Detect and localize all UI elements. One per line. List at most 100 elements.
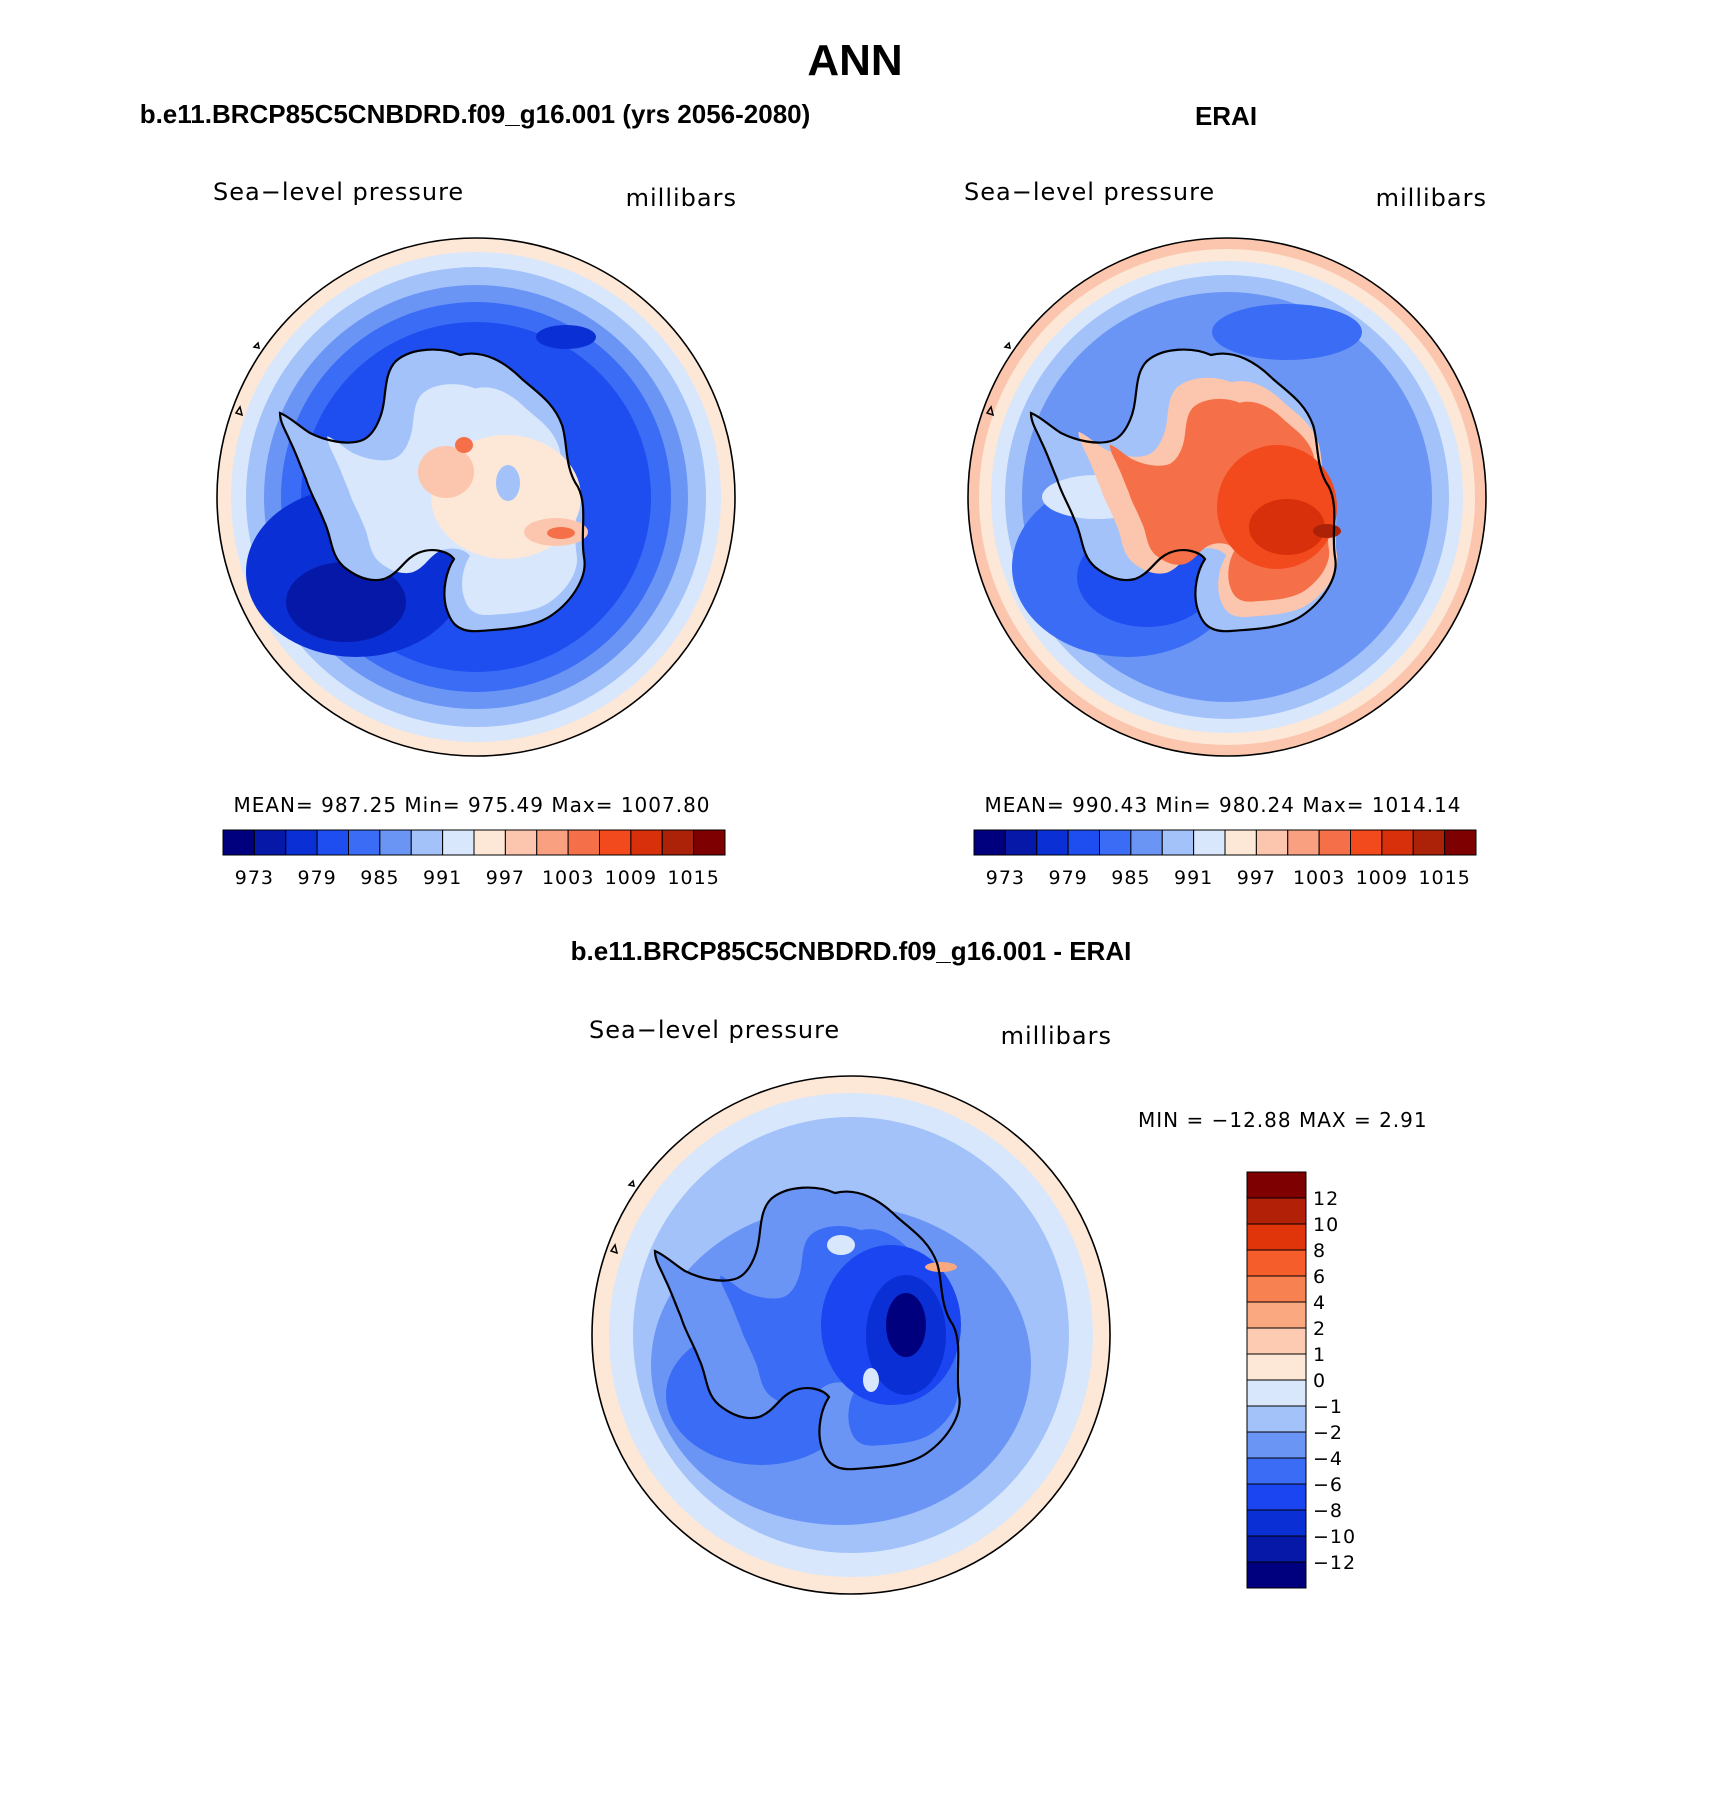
obs-contour-region-2: [1212, 304, 1362, 360]
diff-colorbar-box-4: [1246, 1275, 1307, 1303]
diff-colorbar-box-8: [1246, 1379, 1307, 1407]
obs-stats: MEAN= 990.43 Min= 980.24 Max= 1014.14: [984, 793, 1461, 817]
diff-colorbar-box-1: [1246, 1197, 1307, 1225]
obs-colorbar-box-10: [1287, 829, 1320, 856]
obs-colorbar-tick-label: 973: [986, 867, 1025, 889]
model-colorbar-tick-label: 1003: [542, 867, 594, 889]
model-units-label: millibars: [626, 184, 737, 212]
diff-units-label: millibars: [1001, 1022, 1112, 1050]
obs-island-outline-2: [1003, 341, 1011, 349]
obs-map-border: [967, 237, 1487, 757]
obs-colorbar-box-6: [1161, 829, 1195, 856]
obs-colorbar-box-2: [1036, 829, 1069, 856]
model-colorbar-tick-label: 991: [423, 867, 462, 889]
obs-units-label: millibars: [1376, 184, 1487, 212]
diff-variable-label: Sea−level pressure: [589, 1016, 840, 1044]
diff-island-outline-2: [627, 1179, 635, 1187]
obs-colorbar-box-12: [1350, 829, 1383, 856]
model-colorbar-box-2: [285, 829, 318, 856]
diff-colorbar-box-15: [1246, 1561, 1307, 1589]
model-variable-label: Sea−level pressure: [213, 178, 464, 206]
model-colorbar-tick-label: 973: [235, 867, 274, 889]
obs-colorbar-box-5: [1130, 829, 1163, 856]
model-colorbar-box-8: [473, 829, 506, 856]
model-panel-title: b.e11.BRCP85C5CNBDRD.f09_g16.001 (yrs 20…: [140, 99, 811, 129]
obs-colorbar-tick-label: 979: [1048, 867, 1087, 889]
model-colorbar-box-14: [661, 829, 695, 856]
model-colorbar: 973 979 985 991 997 1003 1009 1015: [222, 829, 726, 889]
diff-contour-region-6: [886, 1293, 926, 1357]
diff-colorbar-box-9: [1246, 1405, 1307, 1433]
diff-colorbar-box-10: [1246, 1431, 1307, 1459]
diff-colorbar-box-12: [1246, 1483, 1307, 1511]
diff-colorbar-box-6: [1246, 1327, 1307, 1355]
diff-colorbar-tick-label: 6: [1313, 1266, 1326, 1288]
obs-colorbar-box-14: [1412, 829, 1446, 856]
obs-colorbar-box-11: [1318, 829, 1351, 856]
diff-colorbar-tick-label: 10: [1313, 1214, 1339, 1236]
model-colorbar-box-13: [630, 829, 663, 856]
model-colorbar-box-11: [567, 829, 600, 856]
diff-colorbar-tick-label: 0: [1313, 1370, 1326, 1392]
obs-colorbar-tick-label: 991: [1174, 867, 1213, 889]
obs-colorbar-box-13: [1381, 829, 1414, 856]
diff-map-border: [591, 1075, 1111, 1595]
diff-colorbar-box-5: [1246, 1301, 1307, 1329]
obs-colorbar-box-0: [973, 829, 1006, 856]
diff-colorbar-tick-label: 4: [1313, 1292, 1326, 1314]
model-map-border: [216, 237, 736, 757]
model-contour-region-10: [496, 465, 520, 501]
model-colorbar-box-12: [599, 829, 632, 856]
obs-colorbar-box-8: [1224, 829, 1257, 856]
model-colorbar-box-6: [410, 829, 444, 856]
diff-colorbar-box-7: [1246, 1353, 1307, 1381]
diff-colorbar-box-11: [1246, 1457, 1307, 1485]
obs-colorbar: 973 979 985 991 997 1003 1009 1015: [973, 829, 1477, 889]
diff-panel-title: b.e11.BRCP85C5CNBDRD.f09_g16.001 - ERAI: [571, 936, 1132, 966]
model-colorbar-tick-label: 1015: [667, 867, 719, 889]
diff-colorbar-tick-label: 12: [1313, 1188, 1339, 1210]
obs-colorbar-tick-label: 1009: [1356, 867, 1408, 889]
diff-contour-region-7: [827, 1235, 855, 1255]
diff-colorbar-box-14: [1246, 1535, 1307, 1563]
diff-colorbar-box-13: [1246, 1509, 1307, 1537]
model-map-field: [217, 238, 735, 756]
model-colorbar-tick-label: 985: [360, 867, 399, 889]
obs-colorbar-tick-label: 1015: [1418, 867, 1470, 889]
model-island-outline-2: [252, 341, 260, 349]
diff-colorbar-tick-label: −4: [1313, 1448, 1343, 1470]
obs-colorbar-tick-label: 985: [1111, 867, 1150, 889]
diff-colorbar-box-3: [1246, 1249, 1307, 1277]
model-colorbar-box-10: [536, 829, 569, 856]
diff-colorbar-tick-label: −10: [1313, 1526, 1356, 1548]
model-colorbar-box-4: [348, 829, 381, 856]
diff-stats: MIN = −12.88 MAX = 2.91: [1138, 1108, 1428, 1132]
diff-colorbar-box-0: [1246, 1171, 1307, 1199]
model-colorbar-box-3: [316, 829, 349, 856]
obs-island-outline: [985, 405, 995, 417]
obs-colorbar-box-3: [1067, 829, 1100, 856]
diff-colorbar-tick-label: −6: [1313, 1474, 1343, 1496]
obs-map-field: [968, 238, 1486, 756]
diff-colorbar-tick-label: −1: [1313, 1396, 1343, 1418]
diff-colorbar-tick-label: 8: [1313, 1240, 1326, 1262]
model-colorbar-box-0: [222, 829, 255, 856]
diff-colorbar-tick-label: −8: [1313, 1500, 1343, 1522]
diff-contour-region-8: [925, 1262, 957, 1272]
diff-contour-region-9: [863, 1368, 879, 1392]
obs-colorbar-box-15: [1444, 829, 1477, 856]
model-contour-region-8: [547, 527, 575, 539]
obs-colorbar-box-7: [1193, 829, 1226, 856]
model-colorbar-box-7: [442, 829, 475, 856]
obs-polar-map: [967, 237, 1487, 757]
model-stats: MEAN= 987.25 Min= 975.49 Max= 1007.80: [233, 793, 710, 817]
model-contour-region-9: [455, 437, 473, 453]
model-colorbar-box-15: [693, 829, 726, 856]
obs-colorbar-box-1: [1004, 829, 1038, 856]
model-contour-region-6: [418, 446, 474, 498]
model-colorbar-box-5: [379, 829, 412, 856]
diff-colorbar-tick-label: 1: [1313, 1344, 1326, 1366]
diff-colorbar-tick-label: −12: [1313, 1552, 1356, 1574]
